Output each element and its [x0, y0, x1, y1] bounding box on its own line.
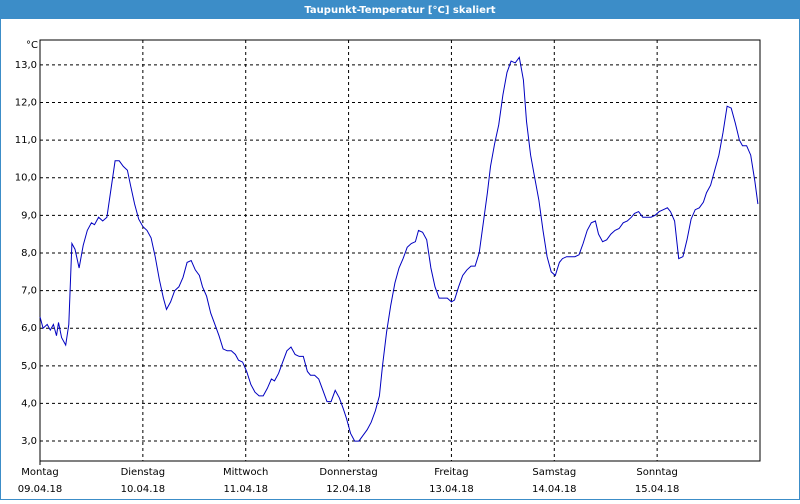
title-bar [0, 0, 800, 19]
x-tick-date: 09.04.18 [18, 484, 63, 495]
y-tick-label: 10,0 [15, 173, 37, 184]
x-tick-label: Samstag [532, 467, 576, 478]
y-tick-label: 8,0 [21, 248, 37, 259]
x-tick-label: Montag [21, 467, 58, 478]
y-tick-label: 12,0 [15, 97, 37, 108]
x-tick-label: Donnerstag [319, 467, 377, 478]
x-tick-date: 14.04.18 [532, 484, 577, 495]
x-tick-date: 13.04.18 [429, 484, 474, 495]
chart-title: Taupunkt-Temperatur [°C] skaliert [304, 5, 495, 16]
x-tick-label: Dienstag [121, 467, 166, 478]
y-axis-label: °C [26, 40, 38, 51]
y-tick-label: 11,0 [15, 135, 37, 146]
y-tick-label: 3,0 [21, 436, 37, 447]
y-tick-label: 4,0 [21, 398, 37, 409]
x-tick-date: 11.04.18 [223, 484, 268, 495]
x-tick-date: 10.04.18 [121, 484, 166, 495]
y-tick-label: 7,0 [21, 286, 37, 297]
x-tick-date: 15.04.18 [635, 484, 680, 495]
y-tick-label: 6,0 [21, 323, 37, 334]
x-tick-label: Sonntag [636, 467, 678, 478]
x-tick-date: 12.04.18 [326, 484, 371, 495]
data-line [39, 56, 759, 442]
y-tick-label: 9,0 [21, 210, 37, 221]
y-tick-label: 5,0 [21, 361, 37, 372]
x-tick-label: Mittwoch [223, 467, 268, 478]
x-tick-label: Freitag [434, 467, 468, 478]
plot-border [39, 39, 761, 462]
y-tick-label: 13,0 [15, 60, 37, 71]
